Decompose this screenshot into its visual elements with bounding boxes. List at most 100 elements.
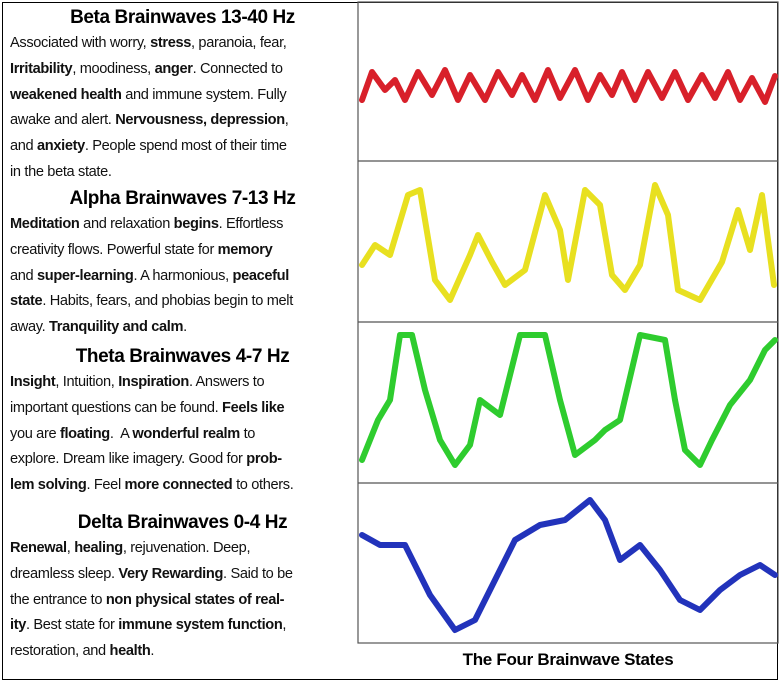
text-line: explore. Dream like imagery. Good for pr…	[10, 447, 355, 473]
text: , paranoia, fear,	[191, 35, 287, 51]
caption: The Four Brainwave States	[462, 650, 674, 669]
section: Theta Brainwaves 4-7 Hz Insight, Intuitio…	[10, 344, 355, 499]
bold-text: Tranquility and calm	[49, 319, 184, 336]
text-line: state. Habits, fears, and phobias begin …	[10, 289, 355, 315]
bold-text: wonderful realm	[132, 425, 240, 442]
bold-text: Renewal	[10, 540, 67, 556]
bold-text: immune system function	[118, 617, 283, 634]
bold-text: more connected	[124, 477, 233, 494]
bold-text: healing	[74, 540, 123, 556]
text: explore. Dream like imagery. Good for	[10, 451, 247, 468]
text: . Best state for	[25, 617, 119, 634]
section-title: Delta Brainwaves 0-4 Hz	[77, 512, 288, 533]
text: away.	[10, 319, 49, 336]
delta-wave	[359, 497, 778, 633]
bold-text: Meditation	[10, 216, 80, 232]
text: . Answers to	[188, 374, 265, 390]
bold-text: Irritability	[10, 60, 73, 77]
bold-text: Very Rewarding	[118, 565, 224, 582]
bold-text: Nervousness, depression	[115, 112, 285, 129]
text-line: in the beta state.	[10, 160, 355, 186]
text-line: creativity flows. Powerful state for mem…	[10, 238, 355, 264]
section-title: Beta Brainwaves 13-40 Hz	[70, 7, 295, 28]
text-line: Insight, Intuition, Inspiration. Answers…	[10, 370, 355, 396]
section: Alpha Brainwaves 7-13 Hz Meditation and r…	[10, 186, 355, 341]
text: awake and alert.	[10, 112, 116, 129]
text-line: and anxiety. People spend most of their …	[10, 134, 355, 160]
text: and relaxation	[79, 216, 174, 232]
text: you are	[10, 425, 60, 442]
text: . Feel	[86, 477, 125, 494]
bold-text: prob-	[246, 451, 282, 468]
bold-text: begins	[173, 216, 219, 232]
text-line: dreamless sleep. Very Rewarding. Said to…	[10, 562, 355, 588]
text: restoration, and	[10, 643, 110, 660]
text: ,	[284, 112, 289, 129]
text-line: Irritability, moodiness, anger. Connecte…	[10, 57, 355, 83]
text: to others.	[232, 477, 294, 494]
bold-text: memory	[217, 241, 273, 258]
text: the entrance to	[10, 591, 106, 608]
bold-text: anger	[154, 60, 193, 77]
section: Beta Brainwaves 13-40 Hz Associated with …	[10, 5, 355, 186]
section-title: Theta Brainwaves 4-7 Hz	[75, 346, 290, 367]
section-title: Alpha Brainwaves 7-13 Hz	[69, 188, 296, 209]
bold-text: state	[10, 293, 43, 310]
text: important questions can be found.	[10, 399, 223, 416]
text: ,	[282, 617, 287, 634]
bold-text: weakened health	[10, 86, 122, 103]
text: . A harmonious,	[133, 267, 233, 284]
bold-text: non physical states of real-	[105, 591, 285, 608]
text-line: you are floating. A wonderful realm to	[10, 422, 355, 448]
text: Associated with worry,	[10, 35, 151, 51]
text-line: ity. Best state for immune system functi…	[10, 613, 355, 639]
text-line: away. Tranquility and calm.	[10, 315, 355, 341]
bold-text: Insight	[10, 374, 56, 390]
text-line: Meditation and relaxation begins. Effort…	[10, 212, 355, 238]
bold-text: Feels like	[222, 399, 285, 416]
bold-text: anxiety	[37, 138, 85, 155]
text-line: lem solving. Feel more connected to othe…	[10, 473, 355, 499]
bold-text: peaceful	[232, 267, 290, 284]
text-line: Associated with worry, stress, paranoia,…	[10, 31, 355, 57]
text-line: the entrance to non physical states of r…	[10, 588, 355, 614]
text: , rejuvenation. Deep,	[122, 540, 251, 556]
text: to	[239, 425, 256, 442]
bold-text: health	[109, 643, 151, 660]
text: . A	[109, 425, 133, 442]
text: . Said to be	[223, 565, 293, 582]
text: . People spend most of their time	[84, 138, 287, 155]
text: .	[150, 643, 155, 660]
bold-text: floating	[59, 425, 110, 442]
text: .	[183, 319, 187, 336]
text: ,	[66, 540, 75, 556]
bold-text: ity	[10, 617, 26, 634]
bold-text: stress	[150, 35, 192, 51]
text: creativity flows. Powerful state for	[10, 241, 218, 258]
text-line: restoration, and health.	[10, 639, 355, 665]
bold-text: lem solving	[10, 477, 87, 494]
theta-wave	[359, 332, 778, 468]
text: in the beta state.	[10, 163, 112, 180]
text: dreamless sleep.	[10, 565, 119, 582]
bold-text: super-learning	[37, 267, 134, 284]
text: . Habits, fears, and phobias begin to me…	[42, 293, 293, 310]
text: , moodiness,	[72, 60, 155, 77]
text: and	[10, 267, 38, 284]
text: and	[10, 138, 38, 155]
text: . Connected to	[192, 60, 283, 77]
text-line: and super-learning. A harmonious, peacef…	[10, 264, 355, 290]
text: and immune system. Fully	[121, 86, 287, 103]
text: , Intuition,	[55, 374, 119, 390]
text-line: important questions can be found. Feels …	[10, 396, 355, 422]
text-line: awake and alert. Nervousness, depression…	[10, 108, 355, 134]
section: Delta Brainwaves 0-4 Hz Renewal, healing,…	[10, 510, 355, 665]
text-line: Renewal, healing, rejuvenation. Deep,	[10, 536, 355, 562]
alpha-wave	[359, 182, 777, 303]
text-line: weakened health and immune system. Fully	[10, 83, 355, 109]
bold-text: Inspiration	[118, 374, 189, 390]
text: . Effortless	[218, 216, 284, 232]
beta-wave	[359, 67, 778, 105]
